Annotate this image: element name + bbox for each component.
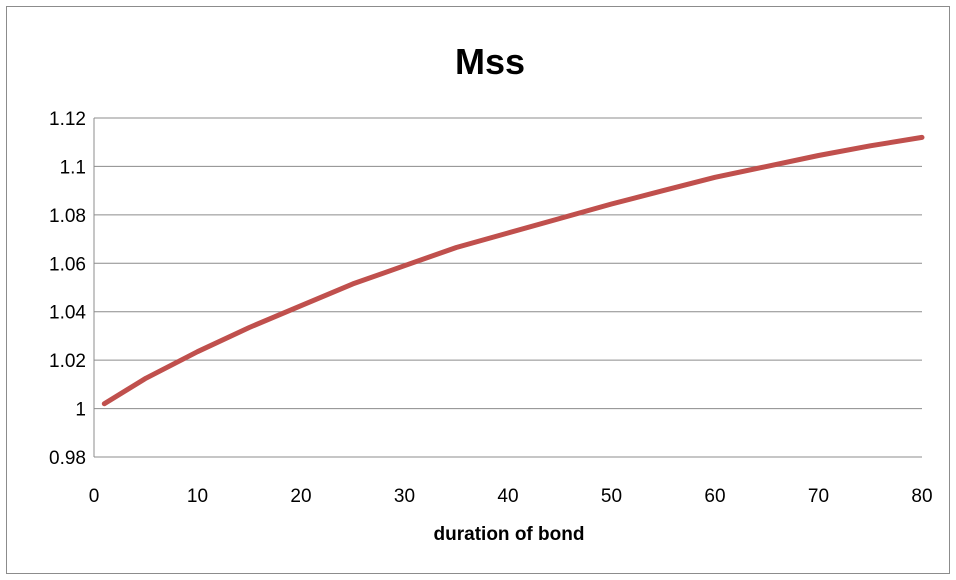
gridlines	[94, 117, 922, 458]
x-tick-label: 60	[704, 486, 725, 507]
x-tick-label: 30	[394, 486, 415, 507]
x-tick-label: 50	[601, 486, 622, 507]
y-tick-label: 1.06	[49, 254, 86, 275]
x-axis-title: duration of bond	[434, 524, 585, 545]
chart-title: Mss	[455, 41, 525, 82]
x-tick-label: 0	[89, 486, 100, 507]
series-layer	[101, 134, 925, 407]
chart-svg: Mss 0.98 1 1.02 1.04 1.06 1.08 1.1 1.12 0 10 20 30…	[49, 41, 933, 545]
y-tick-label: 0.98	[49, 448, 86, 469]
x-tick-label: 80	[911, 486, 932, 507]
y-tick-label: 1.02	[49, 351, 86, 372]
x-tick-labels: 0 10 20 30 40 50 60 70 80	[89, 486, 933, 507]
y-tick-label: 1	[75, 400, 86, 421]
y-tick-labels: 0.98 1 1.02 1.04 1.06 1.08 1.1 1.12	[49, 109, 86, 469]
x-tick-label: 20	[290, 486, 311, 507]
x-tick-label: 10	[187, 486, 208, 507]
chart-frame: Mss 0.98 1 1.02 1.04 1.06 1.08 1.1 1.12 0 10 20 30…	[6, 6, 950, 574]
y-tick-label: 1.1	[60, 157, 86, 178]
y-tick-label: 1.08	[49, 206, 86, 227]
series-line	[101, 134, 925, 407]
x-tick-label: 40	[497, 486, 518, 507]
x-tick-label: 70	[808, 486, 829, 507]
y-tick-label: 1.12	[49, 109, 86, 130]
y-tick-label: 1.04	[49, 303, 86, 324]
